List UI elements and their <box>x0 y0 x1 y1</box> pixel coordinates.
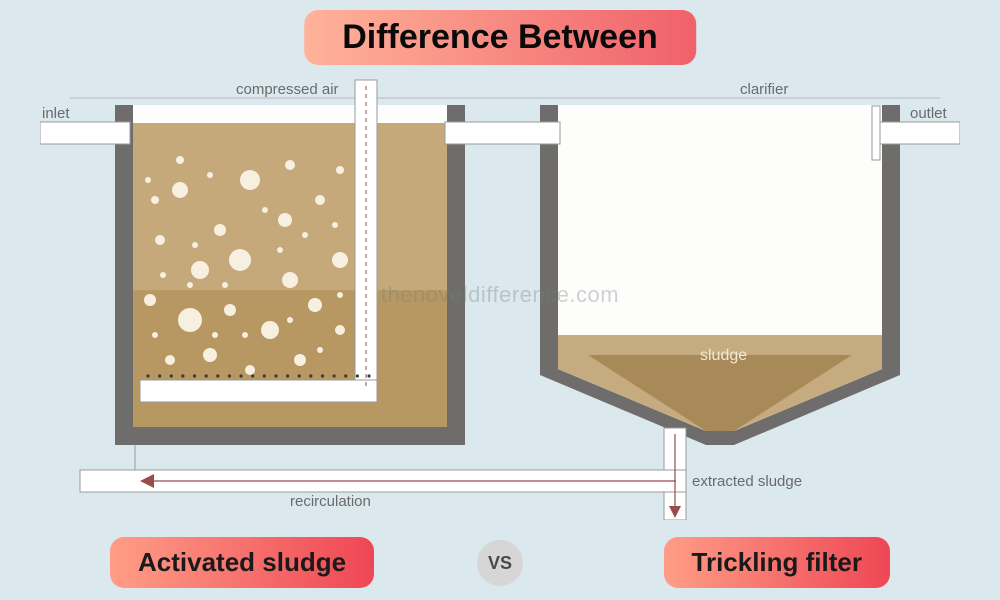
vs-circle: VS <box>477 540 523 586</box>
svg-text:inlet: inlet <box>42 105 70 122</box>
right-term-badge: Trickling filter <box>664 537 891 588</box>
svg-text:extracted sludge: extracted sludge <box>692 473 802 490</box>
svg-text:compressed air: compressed air <box>236 81 339 98</box>
diagram-svg: inlet compressed air clarifier outlet sludge… <box>40 70 960 520</box>
svg-text:sludge: sludge <box>700 347 747 364</box>
svg-text:outlet: outlet <box>910 105 948 122</box>
svg-text:clarifier: clarifier <box>740 81 788 98</box>
left-term-badge: Activated sludge <box>110 537 374 588</box>
diagram-canvas: inlet compressed air clarifier outlet sludge… <box>40 70 960 520</box>
svg-text:recirculation: recirculation <box>290 493 371 510</box>
title-badge: Difference Between <box>304 10 696 65</box>
